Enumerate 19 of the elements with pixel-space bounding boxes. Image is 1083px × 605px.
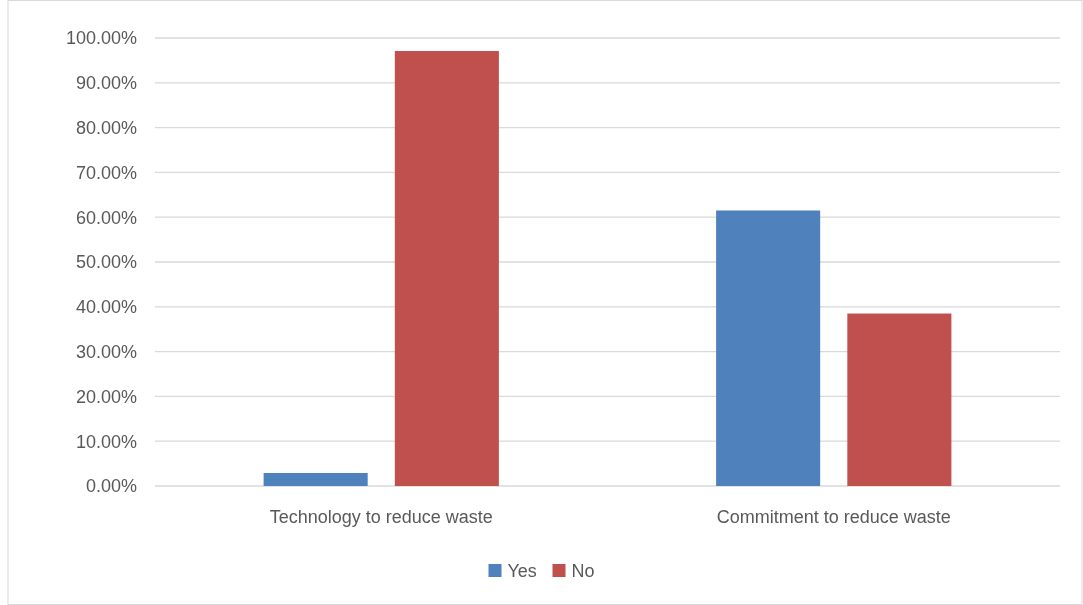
y-tick-label: 90.00% [75,73,137,94]
bar [716,210,821,486]
y-tick-label: 100.00% [65,28,137,49]
bar [263,473,368,486]
bar [847,313,952,486]
y-tick-label: 10.00% [75,431,137,452]
y-tick-label: 70.00% [75,162,137,183]
y-tick-label: 50.00% [75,252,137,273]
legend-label: Yes [507,561,537,582]
y-tick-label: 0.00% [85,476,137,497]
x-tick-label: Technology to reduce waste [269,507,493,528]
y-tick-label: 20.00% [75,386,137,407]
y-tick-label: 30.00% [75,341,137,362]
y-tick-label: 80.00% [75,117,137,138]
bar [394,50,499,486]
y-tick-label: 40.00% [75,297,137,318]
x-tick-label: Commitment to reduce waste [716,507,951,528]
legend-label: No [571,561,595,582]
y-tick-label: 60.00% [75,207,137,228]
